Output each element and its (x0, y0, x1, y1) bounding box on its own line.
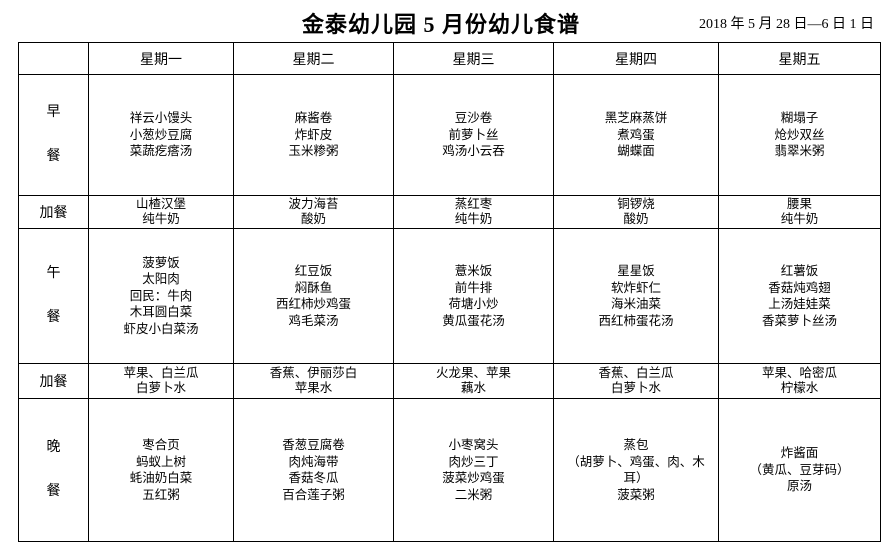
cell-breakfast-friday: 糊塌子 炝炒双丝 翡翠米粥 (718, 74, 881, 196)
page-header: 金泰幼儿园 5 月份幼儿食谱 2018 年 5 月 28 日—6 日 1 日 (0, 0, 882, 42)
cell-dinner-tuesday: 香葱豆腐卷 肉炖海带 香菇冬瓜 百合莲子粥 (233, 398, 394, 542)
row-label-dinner-text: 晚餐 (46, 440, 61, 499)
day-header-wednesday: 星期三 (393, 42, 554, 75)
lunch-row: 午餐 菠萝饭 太阳肉 回民：牛肉 木耳圆白菜 虾皮小白菜汤 红豆饭 焖酥鱼 西红… (18, 228, 881, 364)
cell-morning-snack-friday: 腰果 纯牛奶 (718, 195, 881, 229)
menu-table: 星期一 星期二 星期三 星期四 星期五 早餐 祥云小馒头 小葱炒豆腐 菜蔬疙瘩汤… (18, 42, 881, 542)
day-header-row: 星期一 星期二 星期三 星期四 星期五 (18, 42, 881, 75)
cell-lunch-monday: 菠萝饭 太阳肉 回民：牛肉 木耳圆白菜 虾皮小白菜汤 (88, 228, 234, 364)
cell-afternoon-snack-thursday: 香蕉、白兰瓜 白萝卜水 (553, 363, 719, 399)
cell-morning-snack-wednesday: 蒸红枣 纯牛奶 (393, 195, 554, 229)
afternoon-snack-row: 加餐 苹果、白兰瓜 白萝卜水 香蕉、伊丽莎白 苹果水 火龙果、苹果 藕水 香蕉、… (18, 363, 881, 399)
cell-morning-snack-tuesday: 波力海苔 酸奶 (233, 195, 394, 229)
day-header-friday: 星期五 (718, 42, 881, 75)
cell-afternoon-snack-wednesday: 火龙果、苹果 藕水 (393, 363, 554, 399)
row-label-dinner: 晚餐 (18, 398, 89, 542)
cell-dinner-friday: 炸酱面 （黄瓜、豆芽码） 原汤 (718, 398, 881, 542)
cell-morning-snack-thursday: 铜锣烧 酸奶 (553, 195, 719, 229)
cell-afternoon-snack-tuesday: 香蕉、伊丽莎白 苹果水 (233, 363, 394, 399)
cell-lunch-friday: 红薯饭 香菇炖鸡翅 上汤娃娃菜 香菜萝卜丝汤 (718, 228, 881, 364)
cell-afternoon-snack-monday: 苹果、白兰瓜 白萝卜水 (88, 363, 234, 399)
morning-snack-row: 加餐 山楂汉堡 纯牛奶 波力海苔 酸奶 蒸红枣 纯牛奶 铜锣烧 酸奶 腰果 纯牛… (18, 195, 881, 229)
page-title: 金泰幼儿园 5 月份幼儿食谱 (301, 12, 580, 37)
cell-lunch-thursday: 星星饭 软炸虾仁 海米油菜 西红柿蛋花汤 (553, 228, 719, 364)
cell-breakfast-thursday: 黑芝麻蒸饼 煮鸡蛋 蝴蝶面 (553, 74, 719, 196)
cell-dinner-wednesday: 小枣窝头 肉炒三丁 菠菜炒鸡蛋 二米粥 (393, 398, 554, 542)
cell-breakfast-tuesday: 麻酱卷 炸虾皮 玉米糁粥 (233, 74, 394, 196)
cell-breakfast-wednesday: 豆沙卷 前萝卜丝 鸡汤小云吞 (393, 74, 554, 196)
corner-cell (18, 42, 89, 75)
cell-morning-snack-monday: 山楂汉堡 纯牛奶 (88, 195, 234, 229)
day-header-thursday: 星期四 (553, 42, 719, 75)
date-range: 2018 年 5 月 28 日—6 日 1 日 (699, 17, 874, 32)
cell-dinner-monday: 枣合页 蚂蚁上树 蚝油奶白菜 五红粥 (88, 398, 234, 542)
cell-afternoon-snack-friday: 苹果、哈密瓜 柠檬水 (718, 363, 881, 399)
cell-breakfast-monday: 祥云小馒头 小葱炒豆腐 菜蔬疙瘩汤 (88, 74, 234, 196)
day-header-tuesday: 星期二 (233, 42, 394, 75)
dinner-row: 晚餐 枣合页 蚂蚁上树 蚝油奶白菜 五红粥 香葱豆腐卷 肉炖海带 香菇冬瓜 百合… (18, 398, 881, 542)
row-label-afternoon-snack: 加餐 (18, 363, 89, 399)
row-label-lunch: 午餐 (18, 228, 89, 364)
row-label-breakfast-text: 早餐 (46, 105, 61, 164)
day-header-monday: 星期一 (88, 42, 234, 75)
cell-lunch-wednesday: 薏米饭 前牛排 荷塘小炒 黄瓜蛋花汤 (393, 228, 554, 364)
breakfast-row: 早餐 祥云小馒头 小葱炒豆腐 菜蔬疙瘩汤 麻酱卷 炸虾皮 玉米糁粥 豆沙卷 前萝… (18, 74, 881, 196)
cell-dinner-thursday: 蒸包 （胡萝卜、鸡蛋、肉、木耳） 菠菜粥 (553, 398, 719, 542)
row-label-lunch-text: 午餐 (46, 266, 61, 325)
row-label-morning-snack: 加餐 (18, 195, 89, 229)
cell-lunch-tuesday: 红豆饭 焖酥鱼 西红柿炒鸡蛋 鸡毛菜汤 (233, 228, 394, 364)
row-label-breakfast: 早餐 (18, 74, 89, 196)
